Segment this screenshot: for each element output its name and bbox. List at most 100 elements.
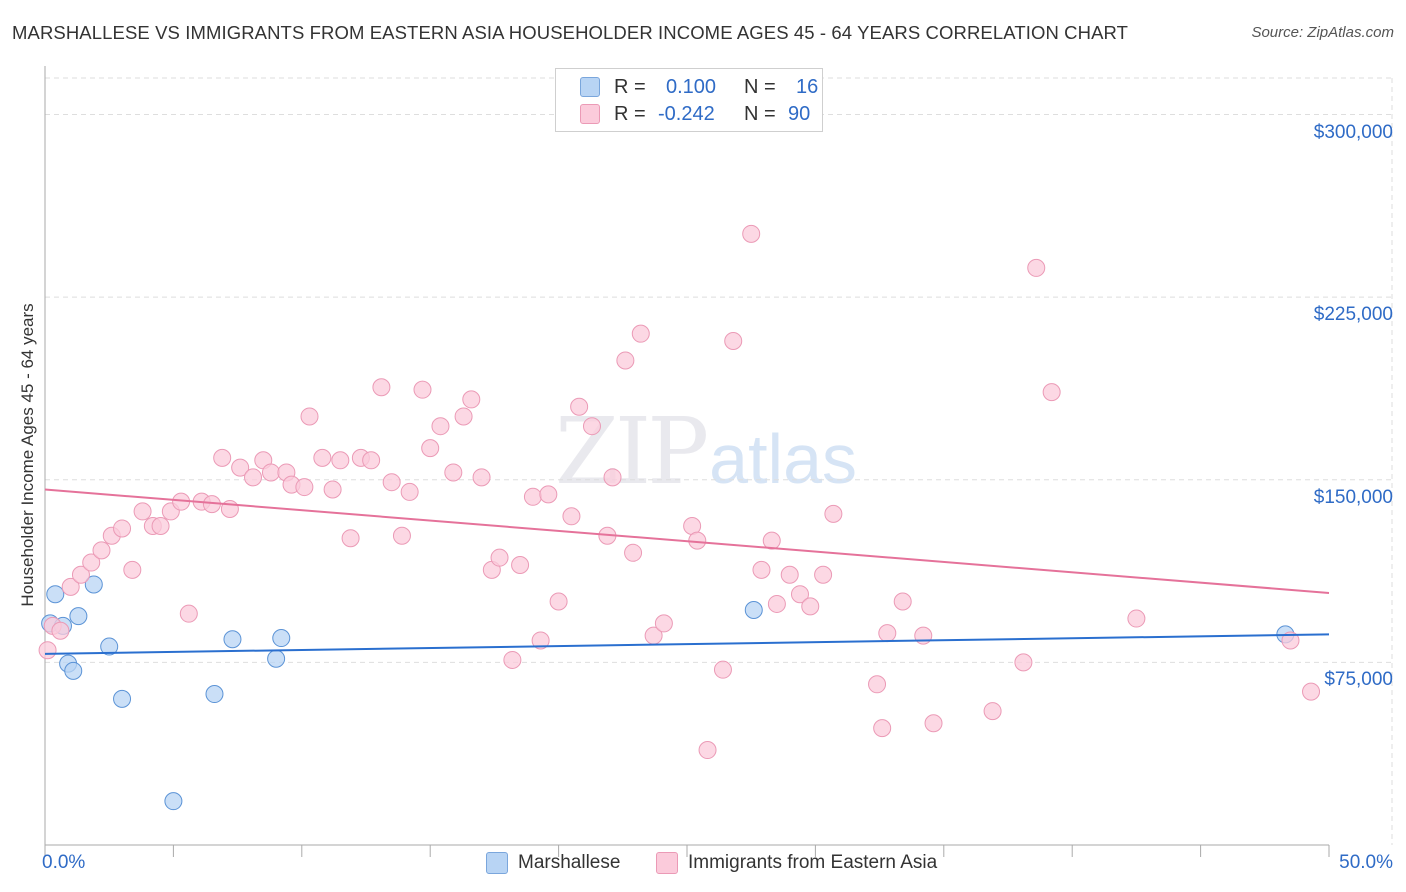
marshallese-swatch	[580, 77, 600, 97]
immigrants-point-41	[444, 463, 463, 482]
immigrants-point-30	[331, 451, 350, 470]
immigrants-point-44	[472, 468, 491, 487]
stats-legend: R = 0.100 N = 16 R = -0.242 N = 90	[555, 68, 823, 132]
immigrants-point-37	[400, 482, 419, 501]
immigrants-legend-swatch	[656, 852, 678, 874]
immigrants-point-62	[654, 614, 673, 633]
immigrants-point-23	[261, 463, 280, 482]
marshallese-trend-line	[44, 633, 1330, 655]
immigrants-point-48	[511, 555, 530, 574]
marshallese-point-11	[223, 630, 242, 649]
immigrants-point-35	[382, 473, 401, 492]
immigrants-point-36	[392, 526, 411, 545]
immigrants-point-29	[323, 480, 342, 499]
immigrants-point-58	[616, 351, 635, 370]
r-label: R =	[614, 75, 646, 98]
immigrants-point-38	[413, 380, 432, 399]
immigrants-point-80	[893, 592, 912, 611]
immigrants-point-42	[454, 407, 473, 426]
immigrants-point-26	[295, 478, 314, 497]
r-label: R =	[614, 102, 646, 125]
marshallese-point-1	[46, 585, 65, 604]
watermark-zip: ZIP	[555, 398, 709, 505]
immigrants-point-43	[462, 390, 481, 409]
immigrants-point-39	[421, 439, 440, 458]
immigrants-point-21	[244, 468, 263, 487]
r-value: 0.100	[666, 75, 717, 98]
marshallese-point-13	[272, 629, 291, 648]
watermark-atlas: atlas	[709, 420, 858, 498]
immigrants-point-50	[531, 631, 550, 650]
marshallese-point-10	[205, 685, 224, 704]
immigrants-point-60	[631, 324, 650, 343]
immigrants-point-78	[873, 719, 892, 738]
marshallese-point-8	[113, 689, 132, 708]
marshallese-legend-swatch	[486, 852, 508, 874]
bottom-legend-immigrants: Immigrants from Eastern Asia	[656, 852, 937, 874]
immigrants-point-89	[1302, 682, 1321, 701]
immigrants-point-47	[503, 650, 522, 669]
marshallese-point-14	[744, 601, 763, 620]
immigrants-point-18	[213, 448, 232, 467]
immigrants-point-9	[123, 560, 142, 579]
immigrants-point-33	[362, 451, 381, 470]
immigrants-point-34	[372, 378, 391, 397]
marshallese-point-6	[84, 575, 103, 594]
immigrants-point-27	[300, 407, 319, 426]
source-credit: Source: ZipAtlas.com	[1251, 24, 1394, 41]
immigrants-point-83	[983, 702, 1002, 721]
marshallese-point-9	[164, 792, 183, 811]
immigrants-point-73	[790, 585, 809, 604]
immigrants-point-71	[767, 594, 786, 613]
immigrants-point-40	[431, 417, 450, 436]
immigrants-point-53	[562, 507, 581, 526]
immigrants-point-0	[38, 641, 57, 660]
x-tick-label-end: 50.0%	[1339, 852, 1393, 873]
immigrants-point-49	[523, 487, 542, 506]
immigrants-point-77	[868, 675, 887, 694]
immigrants-point-79	[878, 624, 897, 643]
immigrants-point-74	[801, 597, 820, 616]
immigrants-trend-line	[44, 488, 1330, 594]
x-tick-label-start: 0.0%	[42, 852, 86, 873]
marshallese-legend-label: Marshallese	[518, 852, 621, 873]
immigrants-point-2	[51, 621, 70, 640]
r-value: -0.242	[658, 102, 715, 125]
immigrants-point-66	[713, 660, 732, 679]
immigrants-point-12	[151, 517, 170, 536]
immigrants-point-67	[724, 331, 743, 350]
immigrants-point-20	[231, 458, 250, 477]
immigrants-point-75	[814, 565, 833, 584]
chart-title: MARSHALLESE VS IMMIGRANTS FROM EASTERN A…	[12, 22, 1129, 43]
immigrants-point-85	[1027, 258, 1046, 277]
immigrants-point-76	[824, 504, 843, 523]
immigrants-point-70	[762, 531, 781, 550]
immigrants-point-69	[752, 560, 771, 579]
watermark: ZIPatlas	[555, 398, 857, 505]
immigrants-point-5	[82, 553, 101, 572]
immigrants-point-68	[742, 224, 761, 243]
y-axis-label: Householder Income Ages 45 - 64 years	[18, 303, 37, 607]
immigrants-point-6	[92, 541, 111, 560]
legend-row-immigrants: R = -0.242 N = 90	[556, 100, 810, 128]
immigrants-point-82	[924, 714, 943, 733]
immigrants-point-87	[1127, 609, 1146, 628]
immigrants-point-8	[113, 519, 132, 538]
marshallese-point-7	[100, 637, 119, 656]
immigrants-swatch	[580, 104, 600, 124]
immigrants-point-57	[603, 468, 622, 487]
immigrants-point-52	[549, 592, 568, 611]
immigrants-point-51	[539, 485, 558, 504]
immigrants-point-54	[570, 397, 589, 416]
immigrants-point-3	[61, 577, 80, 596]
immigrants-point-59	[624, 543, 643, 562]
immigrants-point-86	[1042, 383, 1061, 402]
immigrants-point-28	[313, 448, 332, 467]
n-label: N =	[744, 75, 776, 98]
n-value: 16	[796, 75, 819, 98]
immigrants-point-4	[71, 565, 90, 584]
y-tick-label: $75,000	[1324, 669, 1393, 691]
marshallese-point-4	[64, 661, 83, 680]
immigrants-point-84	[1014, 653, 1033, 672]
